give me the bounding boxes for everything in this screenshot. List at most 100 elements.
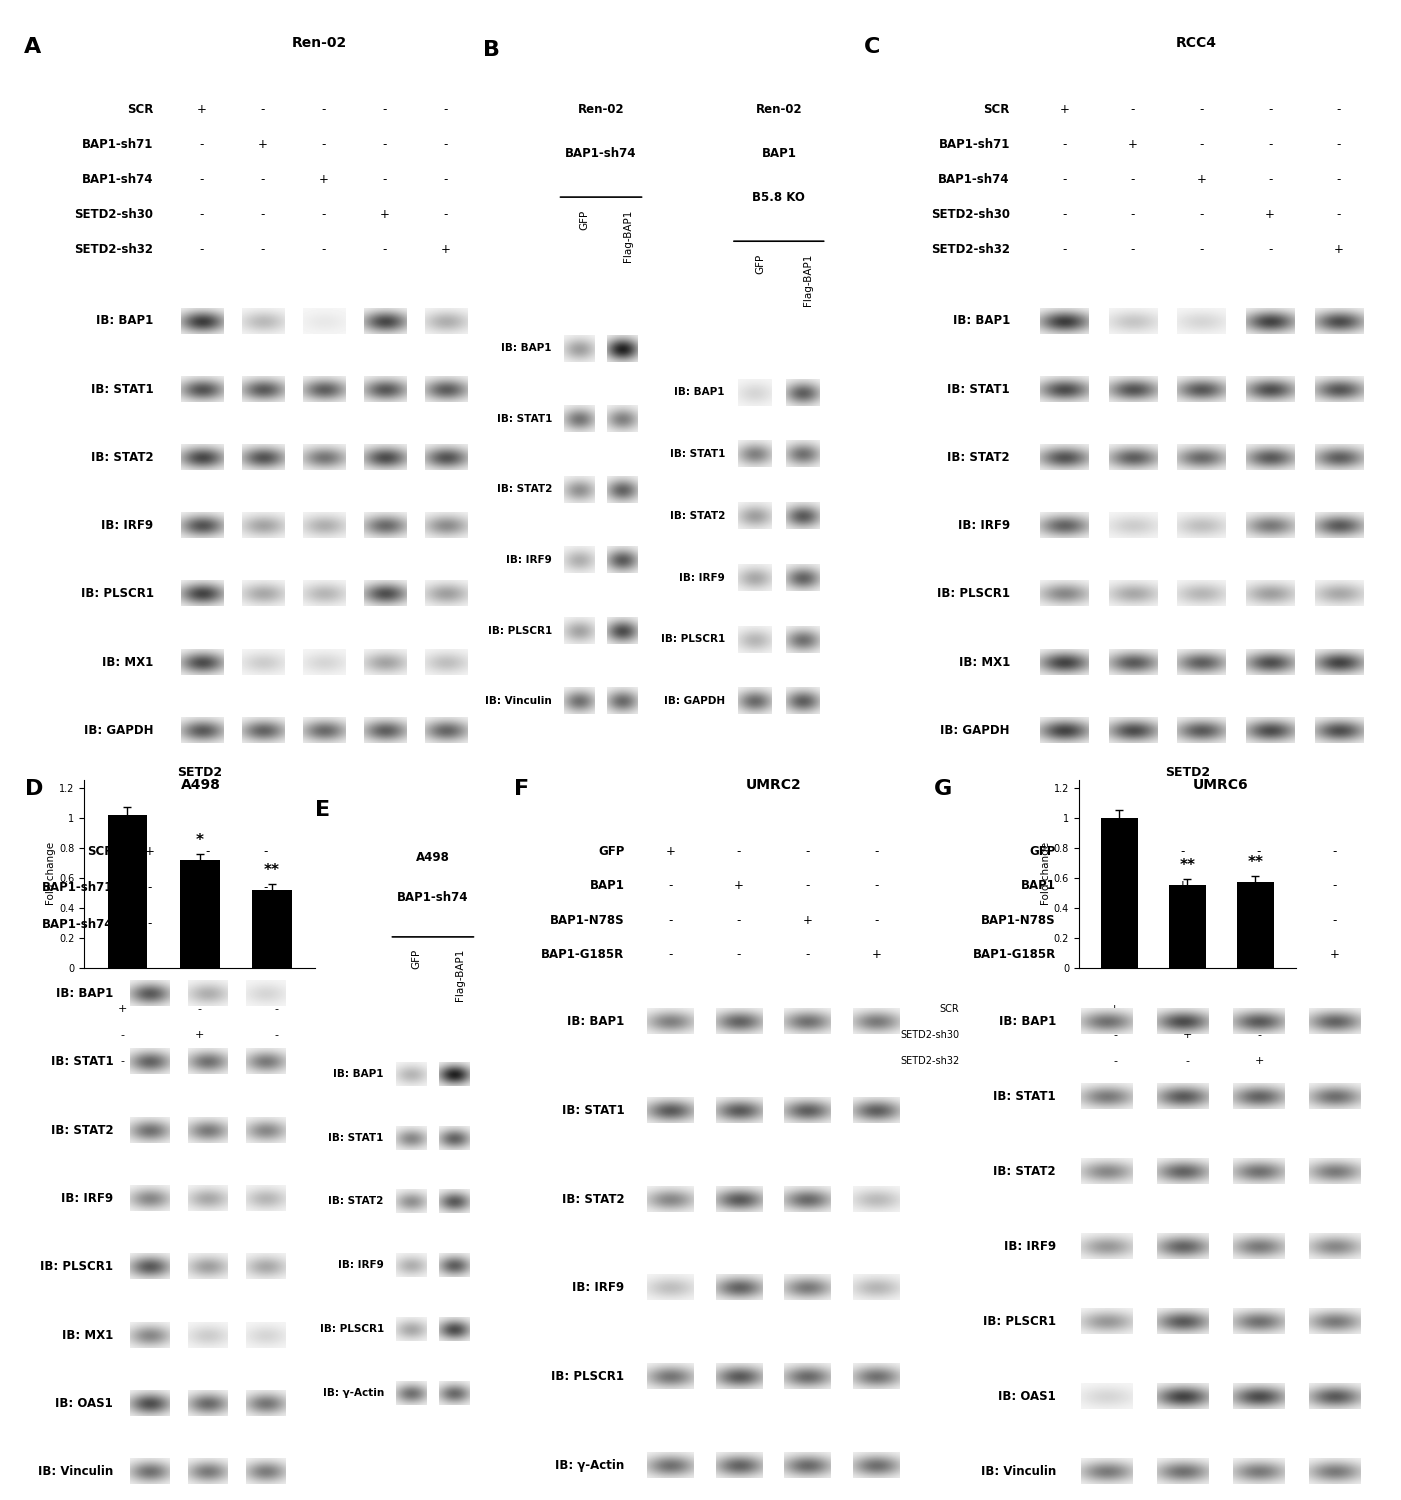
Text: IB: STAT2: IB: STAT2	[50, 1124, 113, 1137]
Text: BAP1-sh71: BAP1-sh71	[83, 138, 154, 152]
Text: -: -	[322, 104, 326, 117]
Text: **: **	[1247, 855, 1264, 870]
Text: IB: IRF9: IB: IRF9	[958, 519, 1010, 532]
Bar	[1168, 885, 1206, 968]
Text: -: -	[874, 844, 878, 858]
Text: +: +	[1334, 243, 1344, 256]
Text: -: -	[1131, 104, 1135, 117]
Text: +: +	[1330, 948, 1339, 962]
Text: -: -	[120, 1056, 125, 1066]
Text: BAP1: BAP1	[1021, 879, 1056, 892]
Text: -: -	[198, 1056, 202, 1066]
Text: BAP1-G185R: BAP1-G185R	[541, 948, 625, 962]
Text: +: +	[195, 1030, 205, 1039]
Text: -: -	[206, 918, 210, 930]
Text: IB: γ-Actin: IB: γ-Actin	[555, 1458, 625, 1472]
Text: -: -	[1268, 104, 1272, 117]
Text: -: -	[1258, 1004, 1262, 1014]
Text: +: +	[1255, 1056, 1265, 1066]
Text: -: -	[382, 243, 387, 256]
Text: -: -	[874, 879, 878, 892]
Text: **: **	[263, 862, 280, 877]
Text: -: -	[1199, 104, 1203, 117]
Bar	[1237, 882, 1274, 968]
Text: UMRC2: UMRC2	[745, 778, 801, 792]
Text: B: B	[483, 39, 500, 60]
Text: -: -	[1257, 879, 1261, 892]
Text: -: -	[668, 879, 672, 892]
Text: BAP1-sh74: BAP1-sh74	[42, 918, 113, 930]
Text: -: -	[874, 914, 878, 927]
Text: +: +	[1265, 209, 1275, 220]
Text: -: -	[200, 209, 205, 220]
Text: -: -	[1131, 174, 1135, 186]
Text: -: -	[1105, 914, 1110, 927]
Text: Flag-BAP1: Flag-BAP1	[622, 210, 633, 262]
Text: +: +	[380, 209, 389, 220]
Text: F: F	[514, 778, 530, 800]
Bar	[179, 859, 220, 968]
Text: IB: IRF9: IB: IRF9	[101, 519, 154, 532]
Text: -: -	[1268, 138, 1272, 152]
Text: GFP: GFP	[412, 948, 422, 969]
Text: IB: OAS1: IB: OAS1	[56, 1396, 113, 1410]
Text: -: -	[1105, 948, 1110, 962]
Text: -: -	[1332, 844, 1337, 858]
Text: -: -	[263, 844, 268, 858]
Text: -: -	[1337, 104, 1341, 117]
Text: -: -	[1131, 209, 1135, 220]
Text: IB: STAT1: IB: STAT1	[50, 1054, 113, 1068]
Text: +: +	[1182, 1030, 1192, 1039]
Text: IB: PLSCR1: IB: PLSCR1	[41, 1260, 113, 1274]
Text: -: -	[261, 243, 265, 256]
Text: +: +	[258, 138, 268, 152]
Text: BAP1-sh71: BAP1-sh71	[42, 880, 113, 894]
Text: +: +	[1178, 879, 1188, 892]
Text: IB: MX1: IB: MX1	[62, 1329, 113, 1341]
Text: -: -	[668, 914, 672, 927]
Text: +: +	[734, 879, 744, 892]
Text: A498: A498	[181, 778, 221, 792]
Text: BAP1-N78S: BAP1-N78S	[549, 914, 625, 927]
Text: IB: STAT1: IB: STAT1	[670, 448, 724, 459]
Text: IB: STAT1: IB: STAT1	[328, 1132, 384, 1143]
Text: UMRC6: UMRC6	[1194, 778, 1248, 792]
Text: -: -	[200, 174, 205, 186]
Text: +: +	[803, 914, 813, 927]
Text: IB: PLSCR1: IB: PLSCR1	[937, 588, 1010, 600]
Text: -: -	[806, 844, 810, 858]
Text: Ren-02: Ren-02	[291, 36, 347, 51]
Text: -: -	[322, 243, 326, 256]
Text: SCR: SCR	[127, 104, 154, 117]
Text: IB: OAS1: IB: OAS1	[998, 1390, 1056, 1404]
Text: +: +	[261, 918, 270, 930]
Text: -: -	[1337, 209, 1341, 220]
Text: IB: GAPDH: IB: GAPDH	[940, 723, 1010, 736]
Text: IB: IRF9: IB: IRF9	[679, 573, 724, 582]
Text: -: -	[737, 844, 741, 858]
Text: +: +	[871, 948, 881, 962]
Text: IB: PLSCR1: IB: PLSCR1	[551, 1370, 625, 1383]
Text: IB: STAT1: IB: STAT1	[947, 382, 1010, 396]
Text: IB: BAP1: IB: BAP1	[56, 987, 113, 1000]
Bar	[1101, 818, 1138, 968]
Text: IB: PLSCR1: IB: PLSCR1	[319, 1324, 384, 1334]
Bar	[108, 815, 147, 968]
Text: GFP: GFP	[1030, 844, 1056, 858]
Text: A: A	[24, 38, 41, 57]
Text: -: -	[1185, 1056, 1189, 1066]
Text: IB: BAP1: IB: BAP1	[333, 1068, 384, 1078]
Title: SETD2: SETD2	[1164, 766, 1210, 778]
Text: IB: STAT2: IB: STAT2	[91, 452, 154, 464]
Text: IB: BAP1: IB: BAP1	[953, 315, 1010, 327]
Text: -: -	[1112, 1056, 1117, 1066]
Text: **: **	[1180, 858, 1195, 873]
Text: -: -	[382, 104, 387, 117]
Text: +: +	[1110, 1004, 1119, 1014]
Text: IB: PLSCR1: IB: PLSCR1	[488, 626, 552, 636]
Text: GFP: GFP	[755, 254, 765, 274]
Text: IB: STAT2: IB: STAT2	[562, 1192, 625, 1206]
Text: -: -	[1062, 243, 1066, 256]
Text: -: -	[1337, 174, 1341, 186]
Text: BAP1-sh74: BAP1-sh74	[83, 174, 154, 186]
